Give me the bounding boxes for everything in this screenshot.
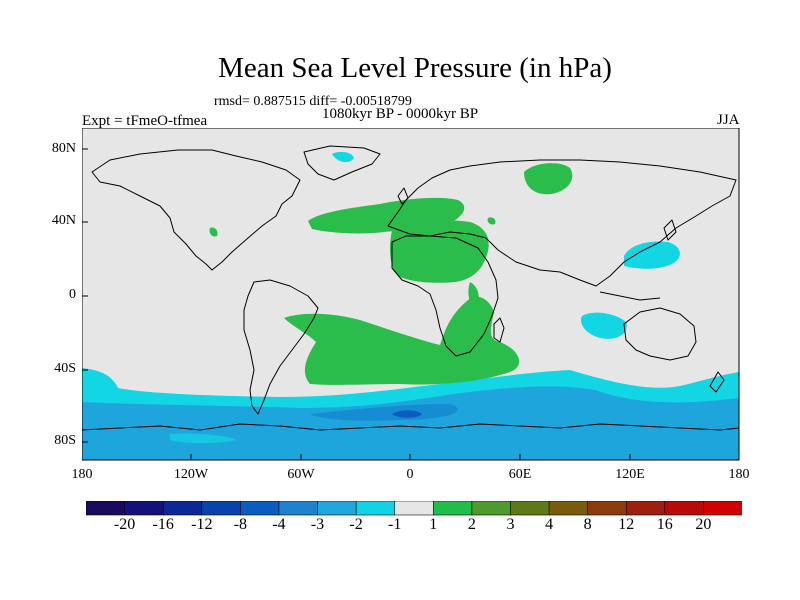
- colorbar: [86, 501, 742, 516]
- colorbar-label: -3: [310, 516, 325, 533]
- colorbar-label: 12: [618, 516, 635, 533]
- lat-tick-80n: 80N: [51, 141, 76, 156]
- anomaly-southern-africa-atlantic: [284, 296, 520, 385]
- axis-ticks: [82, 148, 631, 460]
- colorbar-cell: [317, 501, 357, 516]
- period-label: 1080kyr BP - 0000kyr BP: [322, 106, 479, 122]
- colorbar-label: 8: [583, 516, 592, 533]
- lat-tick-80s: 80S: [54, 433, 76, 448]
- coastline-australia: [623, 307, 697, 361]
- coastlines: [82, 145, 740, 431]
- coastline-greenland: [303, 145, 381, 181]
- lon-tick-180w: 180: [71, 467, 93, 482]
- anomaly-west-siberia: [524, 163, 573, 195]
- lat-tick-0: 0: [69, 287, 76, 302]
- colorbar-cell: [124, 501, 164, 516]
- colorbar-cell: [394, 501, 434, 516]
- colorbar-cell: [548, 501, 589, 516]
- colorbar-label: -20: [113, 516, 136, 533]
- coastline-madagascar: [493, 317, 505, 343]
- colorbar-cell: [625, 501, 666, 516]
- colorbar-cell: [201, 501, 241, 516]
- colorbar-label: 3: [506, 516, 515, 533]
- coastline-north-america: [91, 149, 301, 271]
- southern-band-mid: [82, 386, 739, 460]
- lon-tick-120e: 120E: [615, 467, 645, 482]
- coastline-south-america: [243, 279, 319, 415]
- lon-tick-60w: 60W: [287, 467, 315, 482]
- colorbar-label: -2: [349, 516, 363, 533]
- map-panel: [82, 128, 740, 461]
- coastline-africa: [391, 235, 499, 357]
- lon-tick-120w: 120W: [173, 467, 209, 482]
- anomaly-west-pacific: [624, 241, 680, 269]
- colorbar-label: 16: [656, 516, 673, 533]
- colorbar-label: 4: [545, 516, 554, 533]
- colorbar-cell: [703, 501, 742, 516]
- anomaly-greenland: [332, 151, 354, 163]
- anomaly-east-africa-strip: [468, 282, 479, 310]
- colorbar-cell: [278, 501, 319, 516]
- colorbar-cell: [432, 501, 473, 516]
- lon-tick-180e: 180: [728, 467, 750, 482]
- colorbar-label: 1: [429, 516, 438, 533]
- colorbar-label: 2: [467, 516, 476, 533]
- lat-tick-40n: 40N: [51, 213, 76, 228]
- chart-title: Mean Sea Level Pressure (in hPa): [218, 52, 612, 84]
- coastline-japan: [663, 219, 677, 241]
- coastline-indonesia: [599, 291, 661, 301]
- anomaly-north-africa: [390, 220, 489, 283]
- stats-label: rmsd= 0.887515 diff= -0.00518799: [214, 94, 412, 109]
- colorbar-cell: [355, 501, 396, 516]
- colorbar-label: -12: [191, 516, 213, 533]
- colorbar-cell: [471, 501, 512, 516]
- southern-band-strong: [310, 404, 458, 421]
- colorbar-cell: [240, 501, 280, 516]
- lon-tick-0: 0: [406, 467, 414, 482]
- colorbar-cell: [86, 501, 126, 516]
- coastline-uk: [397, 187, 409, 205]
- southern-core: [392, 410, 422, 418]
- anomaly-black-sea-small: [487, 217, 496, 225]
- coastline-new-zealand: [709, 371, 725, 393]
- colorbar-label: 20: [695, 516, 712, 533]
- colorbar-label: -8: [233, 516, 248, 533]
- colorbar-cell: [587, 501, 627, 516]
- anomaly-atlantic-small: [209, 227, 218, 237]
- experiment-label: Expt = tFmeO-tfmea: [82, 113, 208, 129]
- anomaly-indian-ocean: [580, 312, 627, 339]
- coastline-eurasia: [387, 159, 737, 287]
- colorbar-label: -1: [388, 516, 402, 533]
- colorbar-label: -16: [152, 516, 174, 533]
- colorbar-cell: [162, 501, 203, 516]
- antarctic-coast-patch: [170, 433, 236, 443]
- lat-tick-40s: 40S: [54, 361, 76, 376]
- season-label: JJA: [717, 112, 740, 128]
- lon-tick-60e: 60E: [508, 467, 532, 482]
- colorbar-label: -4: [272, 516, 286, 533]
- coastline-antarctica: [82, 423, 740, 431]
- colorbar-cell: [664, 501, 705, 516]
- colorbar-cell: [510, 501, 550, 516]
